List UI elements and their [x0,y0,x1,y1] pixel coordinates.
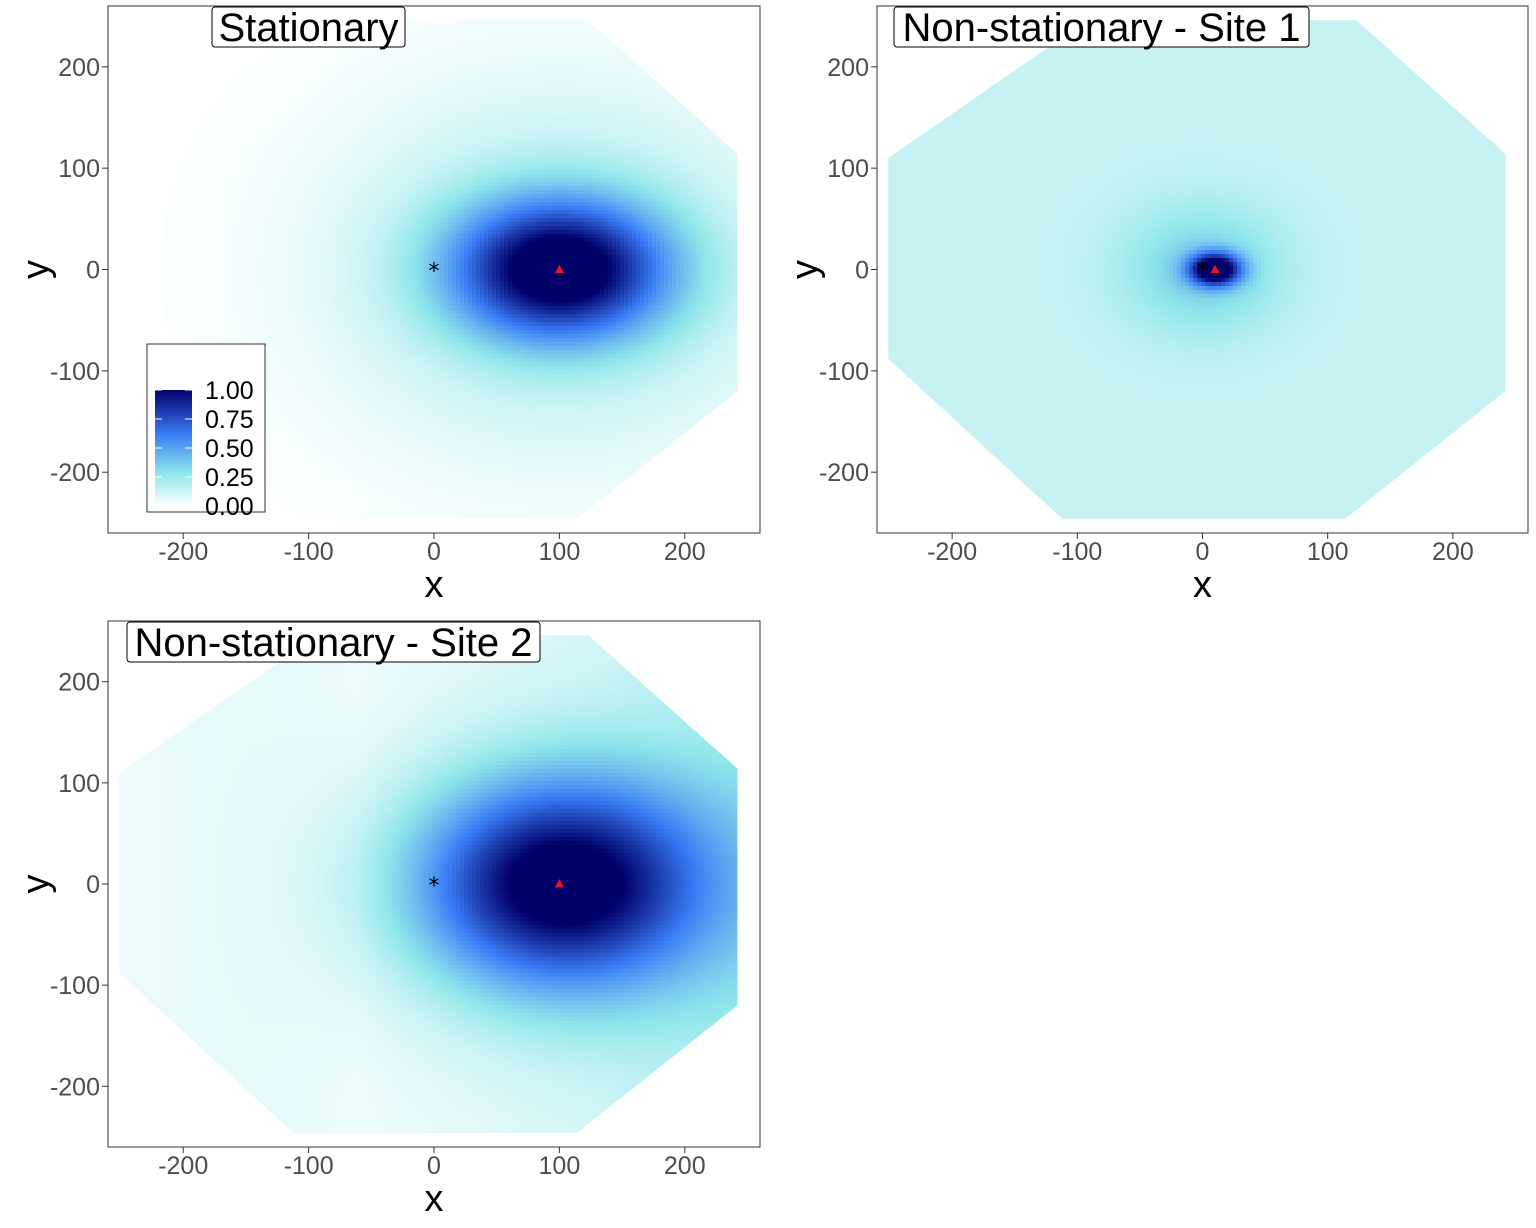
x-tick-label: -200 [158,1152,208,1180]
y-tick-label: -200 [50,459,100,487]
y-tick-label: -200 [50,1073,100,1101]
panel-2: -200 -100 0 100 200 -200 -100 0 100 200 x y * Non-sta… [784,6,1529,606]
panel-title-text: Non-stationary - Site 1 [903,6,1301,50]
x-tick-label: -100 [1052,538,1102,566]
legend-label: 0.00 [205,493,254,521]
x-tick-label: -100 [284,538,334,566]
reference-point-marker: * [1197,260,1208,285]
y-tick-label: 100 [58,770,100,798]
y-tick-label: -100 [819,358,869,386]
x-tick-label: 200 [1432,538,1474,566]
x-tick-label: -200 [158,538,208,566]
y-tick-label: 200 [58,669,100,697]
y-tick-label: 0 [86,257,100,285]
y-tick-label: 0 [86,871,100,899]
reference-point-marker: * [429,874,440,899]
y-tick-label: 0 [855,257,869,285]
y-tick-label: 100 [827,155,869,183]
legend-label: 0.75 [205,406,254,434]
x-tick-label: 100 [539,538,581,566]
legend-label: 1.00 [205,377,254,405]
y-axis-title: y [15,260,57,279]
y-tick-label: 200 [58,54,100,82]
x-tick-label: -200 [927,538,977,566]
colorbar-legend: 1.000.750.500.250.00 [147,344,265,521]
x-tick-label: 100 [539,1152,581,1180]
x-tick-label: 100 [1307,538,1349,566]
panel-3: -200 -100 0 100 200 -200 -100 0 100 200 x y * Non-sta… [15,621,760,1220]
panel-title: Non-stationary - Site 1 [894,6,1309,50]
x-axis-title: x [425,1178,444,1220]
y-axis-title: y [15,875,57,894]
legend-label: 0.50 [205,435,254,463]
x-tick-label: -100 [284,1152,334,1180]
y-tick-label: -100 [50,972,100,1000]
x-axis-title: x [425,564,444,606]
x-tick-label: 200 [664,538,706,566]
x-tick-label: 200 [664,1152,706,1180]
y-tick-label: -100 [50,358,100,386]
panel-1: -200 -100 0 100 200 -200 -100 0 100 200 x y * Station… [15,6,760,606]
panel-title: Non-stationary - Site 2 [127,621,540,665]
panel-title-text: Non-stationary - Site 2 [135,621,533,665]
y-tick-label: -200 [819,459,869,487]
x-tick-label: 0 [1196,538,1210,566]
y-tick-label: 100 [58,155,100,183]
y-axis-title: y [784,260,826,279]
x-tick-label: 0 [427,538,441,566]
panel-title: Stationary [212,6,405,50]
y-tick-label: 200 [827,54,869,82]
panel-title-text: Stationary [218,6,398,50]
legend-label: 0.25 [205,464,254,492]
x-axis-title: x [1193,564,1212,606]
reference-point-marker: * [429,260,440,285]
panels: -200 -100 0 100 200 -200 -100 0 100 200 x y * Station… [15,6,1529,1220]
x-tick-label: 0 [427,1152,441,1180]
